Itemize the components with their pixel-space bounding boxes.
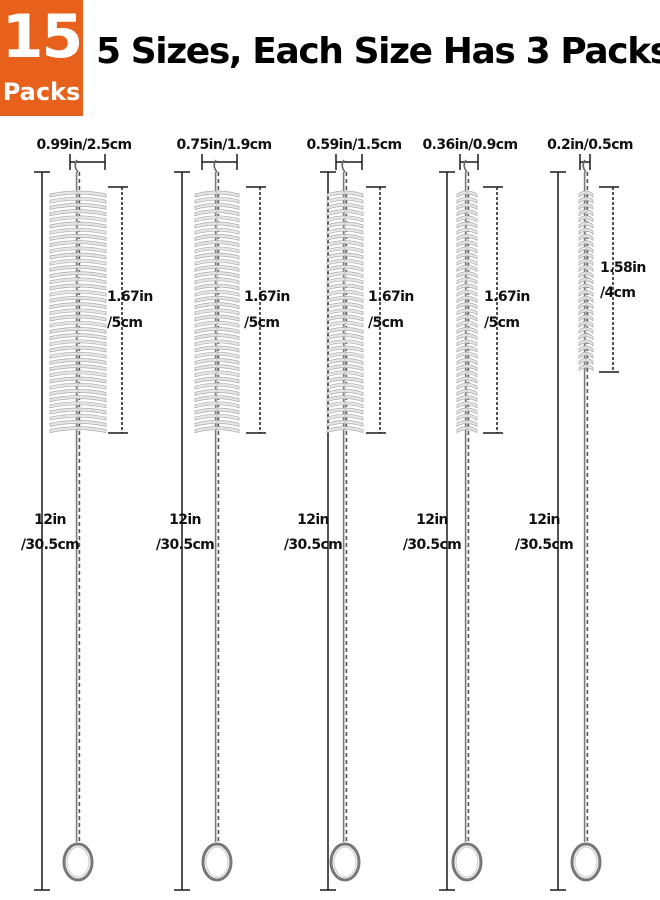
diameter-label-4: 0.36in/0.9cm xyxy=(422,137,519,153)
brush-loop-highlight-2 xyxy=(205,846,229,878)
brush-loop-5 xyxy=(570,842,602,882)
badge-label: Packs xyxy=(2,78,81,106)
brush-loop-2 xyxy=(201,842,233,882)
total-length-in-2: 12in xyxy=(169,512,201,528)
diameter-label-1: 0.99in/2.5cm xyxy=(36,137,133,153)
total-length-in-4: 12in xyxy=(416,512,448,528)
bristle-length-cm-5: /4cm xyxy=(600,285,636,301)
bristle-length-cm-2: /5cm xyxy=(244,315,280,331)
total-length-cm-3: /30.5cm xyxy=(283,537,343,553)
brush-tip-3 xyxy=(341,159,346,173)
brush-loop-1 xyxy=(62,842,94,882)
total-length-in-3: 12in xyxy=(297,512,329,528)
bristle-length-cm-1: /5cm xyxy=(107,315,143,331)
total-length-cm-2: /30.5cm xyxy=(155,537,215,553)
brush-loop-3 xyxy=(329,842,361,882)
brush-tip-4 xyxy=(463,159,468,173)
bristle-length-in-2: 1.67in xyxy=(244,289,290,305)
brush-tip-1 xyxy=(74,159,79,173)
diameter-label-3: 0.59in/1.5cm xyxy=(306,137,403,153)
diameter-label-5: 0.2in/0.5cm xyxy=(547,137,633,153)
total-length-in-1: 12in xyxy=(34,512,66,528)
brush-loop-highlight-1 xyxy=(66,846,90,878)
packs-badge: 15 Packs xyxy=(0,0,83,116)
bristle-length-in-3: 1.67in xyxy=(368,289,414,305)
bristle-length-cm-3: /5cm xyxy=(368,315,404,331)
headline: 5 Sizes, Each Size Has 3 Packs. xyxy=(96,31,660,72)
bristle-length-in-4: 1.67in xyxy=(484,289,530,305)
badge-count: 15 xyxy=(1,2,84,72)
brush-loop-highlight-4 xyxy=(455,846,479,878)
bristle-length-in-5: 1.58in xyxy=(600,260,646,276)
brush-loop-highlight-5 xyxy=(574,846,598,878)
total-length-cm-5: /30.5cm xyxy=(514,537,574,553)
brush-tip-5 xyxy=(582,159,587,173)
diameter-label-2: 0.75in/1.9cm xyxy=(176,137,273,153)
brush-tip-2 xyxy=(213,159,218,173)
bristle-length-in-1: 1.67in xyxy=(107,289,153,305)
brush-loop-highlight-3 xyxy=(333,846,357,878)
brush-loop-4 xyxy=(451,842,483,882)
total-length-in-5: 12in xyxy=(528,512,560,528)
total-length-cm-1: /30.5cm xyxy=(20,537,80,553)
bristle-length-cm-4: /5cm xyxy=(484,315,520,331)
total-length-cm-4: /30.5cm xyxy=(402,537,462,553)
